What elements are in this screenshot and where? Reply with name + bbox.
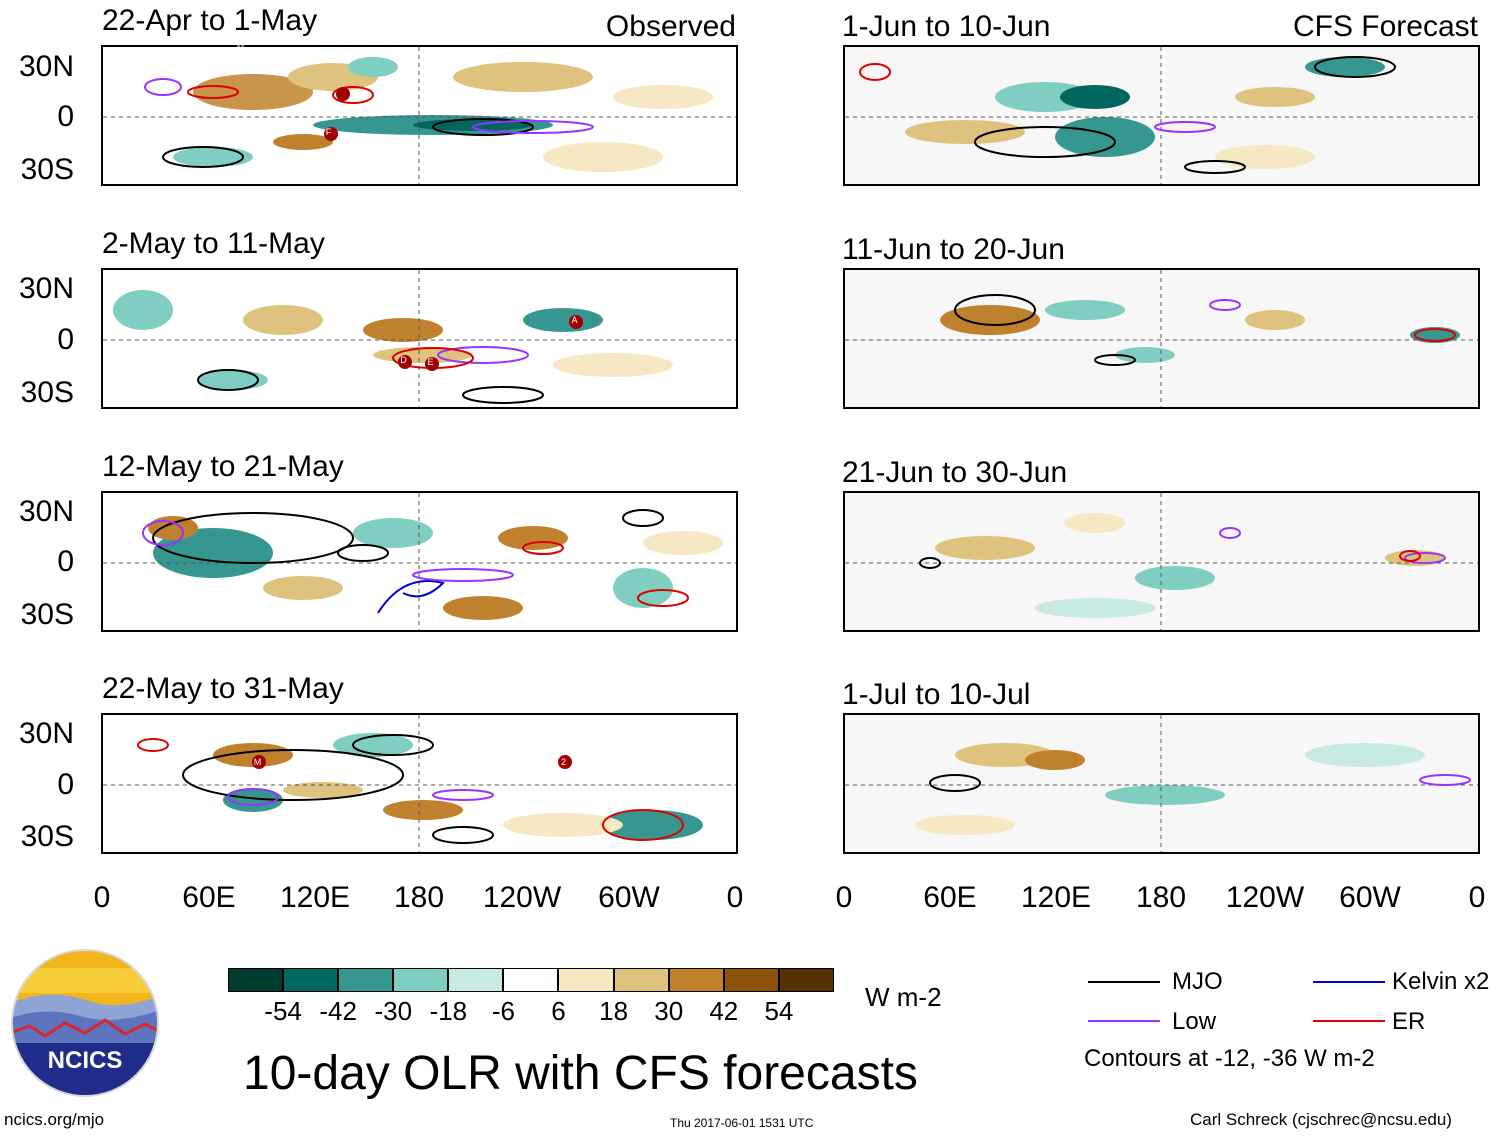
lat-label: 0 [57, 323, 74, 356]
olr-map-panel[interactable] [843, 45, 1480, 186]
lon-label: 0 [93, 881, 111, 914]
lon-label: 120E [1020, 881, 1092, 914]
colorbar-tick-label: -30 [374, 996, 413, 1026]
colorbar-tick-label: -42 [319, 996, 357, 1026]
lat-label: 30N [18, 495, 74, 528]
footer-url[interactable]: ncics.org/mjo [4, 1110, 105, 1129]
colorbar-swatch [393, 968, 449, 992]
colorbar-tick-label: 6 [551, 996, 566, 1026]
low-legend-label: Low [1172, 1008, 1217, 1035]
colorbar [228, 968, 834, 994]
mjo-legend-line [1088, 981, 1160, 983]
olr-map-panel[interactable] [101, 713, 738, 854]
colorbar-tick-label: -18 [429, 996, 468, 1026]
colorbar-swatch [613, 968, 669, 992]
footer-credit: Carl Schreck (cjschrec@ncsu.edu) [1190, 1110, 1452, 1129]
panel-title: 12-May to 21-May [102, 450, 344, 483]
lat-label: 0 [57, 768, 74, 801]
lon-label: 0 [1468, 881, 1486, 914]
contours-note: Contours at -12, -36 W m-2 [1084, 1045, 1375, 1072]
storm-marker: D [400, 355, 407, 365]
colorbar-tick-label: 18 [599, 996, 629, 1026]
ncics-logo[interactable]: NCICS [10, 948, 160, 1098]
olr-map-panel[interactable] [843, 491, 1480, 632]
lat-label: 30N [18, 272, 74, 305]
lon-label: 60W [598, 881, 660, 914]
colorbar-swatch [448, 968, 504, 992]
colorbar-swatch [723, 968, 779, 992]
lon-label: 60E [923, 881, 977, 914]
lat-label: 0 [57, 545, 74, 578]
panel-title: 21-Jun to 30-Jun [842, 456, 1068, 489]
lat-label: 30N [18, 717, 74, 750]
er-legend-line [1313, 1020, 1385, 1022]
colorbar-swatch [668, 968, 724, 992]
lon-label: 120W [1225, 881, 1305, 914]
lon-label: 180 [393, 881, 445, 914]
storm-marker: A [571, 315, 578, 325]
main-title: 10-day OLR with CFS forecasts [243, 1047, 918, 1100]
kelvin-legend-line [1313, 981, 1385, 983]
olr-map-panel[interactable] [101, 268, 738, 409]
colorbar-tick-label: 42 [709, 996, 739, 1026]
colorbar-swatch [228, 968, 284, 992]
panel-title: 1-Jul to 10-Jul [842, 678, 1031, 711]
colorbar-tick-label: -54 [264, 996, 302, 1026]
olr-map-panel[interactable] [843, 268, 1480, 409]
colorbar-units: W m-2 [865, 982, 942, 1012]
colorbar-swatch [778, 968, 834, 992]
colorbar-swatch [503, 968, 559, 992]
colorbar-swatch [283, 968, 339, 992]
panel-title: 1-Jun to 10-Jun [842, 10, 1051, 43]
olr-map-panel[interactable] [843, 713, 1480, 854]
storm-marker: F [325, 127, 332, 137]
lat-label: 30S [20, 153, 74, 186]
lon-label: 60E [182, 881, 236, 914]
lat-label: 30N [18, 50, 74, 83]
low-legend-line [1088, 1020, 1160, 1022]
panel-title: 2-May to 11-May [102, 227, 325, 260]
colorbar-tick-label: 54 [764, 996, 794, 1026]
logo-text: NCICS [48, 1047, 123, 1074]
lat-label: 30S [20, 376, 74, 409]
mjo-legend-label: MJO [1172, 968, 1223, 995]
colorbar-tick-label: 30 [654, 996, 684, 1026]
lat-label: 30S [20, 820, 74, 853]
storm-marker: M [236, 42, 245, 52]
er-legend-label: ER [1392, 1008, 1426, 1035]
cfs-forecast-label: CFS Forecast [1292, 10, 1478, 43]
panel-title: 11-Jun to 20-Jun [842, 233, 1065, 266]
lat-label: 0 [57, 100, 74, 133]
storm-marker: 2 [560, 757, 566, 767]
observed-label: Observed [605, 10, 736, 43]
colorbar-labels: -54 -42 -30 -18 -6 6 18 30 42 54 [228, 998, 834, 1028]
storm-marker: M [253, 757, 262, 767]
olr-map-panel[interactable] [101, 45, 738, 186]
colorbar-swatch [558, 968, 614, 992]
colorbar-tick-label: -6 [491, 996, 516, 1026]
olr-map-panel[interactable] [101, 491, 738, 632]
lon-label: 0 [835, 881, 853, 914]
panel-title: 22-Apr to 1-May [102, 4, 318, 37]
lon-label: 120E [279, 881, 351, 914]
lat-label: 30S [20, 598, 74, 631]
panel-title: 22-May to 31-May [102, 672, 344, 705]
lon-label: 60W [1339, 881, 1401, 914]
colorbar-swatch [338, 968, 394, 992]
kelvin-legend-label: Kelvin x2 [1392, 968, 1490, 995]
footer-timestamp: Thu 2017-06-01 1531 UTC [670, 1116, 814, 1130]
lon-label: 120W [482, 881, 562, 914]
storm-marker: E [427, 357, 434, 367]
lon-label: 180 [1135, 881, 1187, 914]
lon-label: 0 [726, 881, 744, 914]
